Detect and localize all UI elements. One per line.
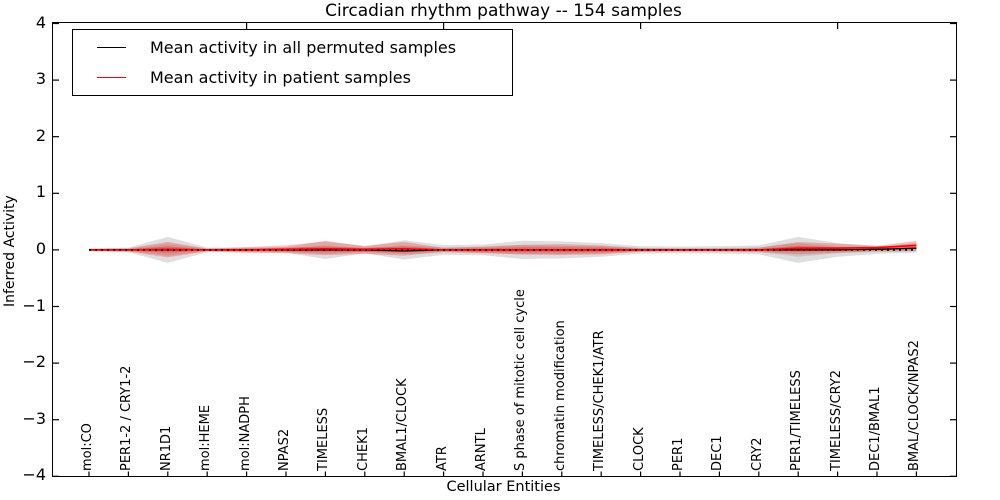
- x-tick-label: CHEK1: [355, 427, 371, 471]
- x-tick-label: BMAL/CLOCK/NPAS2: [907, 340, 923, 471]
- legend-line-swatch: [97, 77, 126, 78]
- x-tick-label: CLOCK: [631, 427, 647, 471]
- x-tick-label: ARNTL: [474, 428, 489, 471]
- x-tick-label: CRY2: [749, 437, 765, 472]
- y-tick-label: −3: [22, 408, 46, 428]
- y-tick-label: −1: [22, 295, 46, 315]
- legend-item: Mean activity in all permuted samples: [73, 34, 512, 62]
- legend-item-label: Mean activity in patient samples: [150, 68, 411, 87]
- y-tick-label: 2: [35, 125, 46, 145]
- chart-title: Circadian rhythm pathway -- 154 samples: [325, 1, 682, 21]
- plot-area: [52, 22, 957, 477]
- x-tick-label: DEC1/BMAL1: [868, 386, 883, 472]
- x-tick-label: TIMELESS/CHEK1/ATR: [592, 330, 608, 471]
- x-tick-label: BMAL1/CLOCK: [395, 378, 411, 471]
- x-tick-label: PER1-2 / CRY1-2: [119, 365, 135, 471]
- x-tick-label: NR1D1: [158, 425, 174, 471]
- x-tick-label: TIMELESS: [316, 407, 332, 471]
- x-tick-label: PER1: [671, 437, 686, 471]
- y-tick-label: −4: [22, 465, 46, 485]
- x-tick-label: ATR: [434, 446, 450, 471]
- line-patient-mean: [89, 244, 917, 251]
- y-tick-label: 1: [35, 182, 46, 202]
- x-tick-label: mol:CO: [80, 423, 95, 471]
- x-tick-label: mol:HEME: [198, 404, 214, 471]
- x-axis-label: Cellular Entities: [446, 479, 561, 495]
- y-tick-label: 3: [35, 69, 46, 89]
- legend-line-swatch: [97, 47, 126, 48]
- y-tick-label: −2: [22, 352, 46, 372]
- x-tick-label: PER1/TIMELESS: [789, 370, 805, 471]
- x-tick-label: DEC1: [710, 435, 726, 471]
- x-tick-label: NPAS2: [277, 428, 292, 471]
- legend-item: Mean activity in patient samples: [73, 64, 512, 92]
- x-tick-label: mol:NADPH: [237, 396, 253, 471]
- x-tick-label: TIMELESS/CRY2: [828, 369, 844, 471]
- chart-canvas: [53, 23, 956, 476]
- y-tick-label: 4: [35, 12, 46, 32]
- legend-item-label: Mean activity in all permuted samples: [150, 38, 457, 57]
- x-tick-label: S phase of mitotic cell cycle: [513, 289, 529, 471]
- y-tick-label: 0: [35, 238, 46, 258]
- legend: Mean activity in all permuted samples Mea…: [72, 29, 513, 96]
- x-tick-label: chromatin modification: [552, 320, 568, 471]
- band-2-patient: [89, 240, 917, 258]
